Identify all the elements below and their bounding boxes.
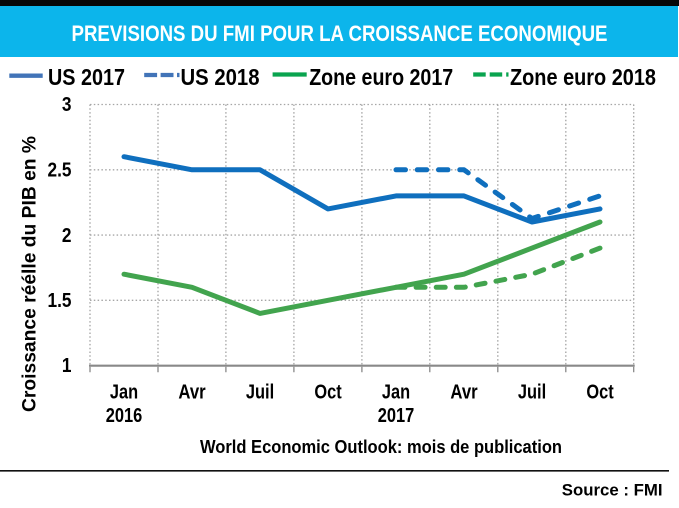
- svg-text:Source : FMI: Source : FMI: [562, 480, 663, 499]
- svg-text:2016: 2016: [106, 405, 143, 427]
- svg-text:US 2018: US 2018: [181, 64, 260, 90]
- svg-text:Croissance réélle du PIB en %: Croissance réélle du PIB en %: [19, 136, 41, 412]
- svg-text:2.5: 2.5: [48, 160, 72, 182]
- svg-text:Oct: Oct: [314, 382, 342, 404]
- svg-text:Jan: Jan: [382, 382, 410, 404]
- svg-text:PREVISIONS DU FMI POUR LA CROI: PREVISIONS DU FMI POUR LA CROISSANCE ECO…: [72, 21, 608, 46]
- svg-text:Jan: Jan: [110, 382, 138, 404]
- svg-text:2017: 2017: [378, 405, 415, 427]
- svg-text:Oct: Oct: [586, 382, 614, 404]
- svg-text:Juil: Juil: [246, 382, 274, 404]
- svg-text:Avr: Avr: [450, 382, 477, 404]
- svg-text:World Economic Outlook: mois d: World Economic Outlook: mois de publicat…: [200, 437, 562, 457]
- svg-text:1.5: 1.5: [48, 290, 72, 312]
- svg-text:1: 1: [62, 355, 72, 377]
- svg-text:Juil: Juil: [518, 382, 546, 404]
- svg-text:3: 3: [62, 94, 72, 116]
- svg-text:Zone euro 2018: Zone euro 2018: [510, 64, 656, 90]
- svg-text:2: 2: [62, 225, 72, 247]
- svg-text:US 2017: US 2017: [48, 64, 125, 90]
- svg-text:Zone euro 2017: Zone euro 2017: [309, 64, 453, 90]
- svg-text:Avr: Avr: [178, 382, 205, 404]
